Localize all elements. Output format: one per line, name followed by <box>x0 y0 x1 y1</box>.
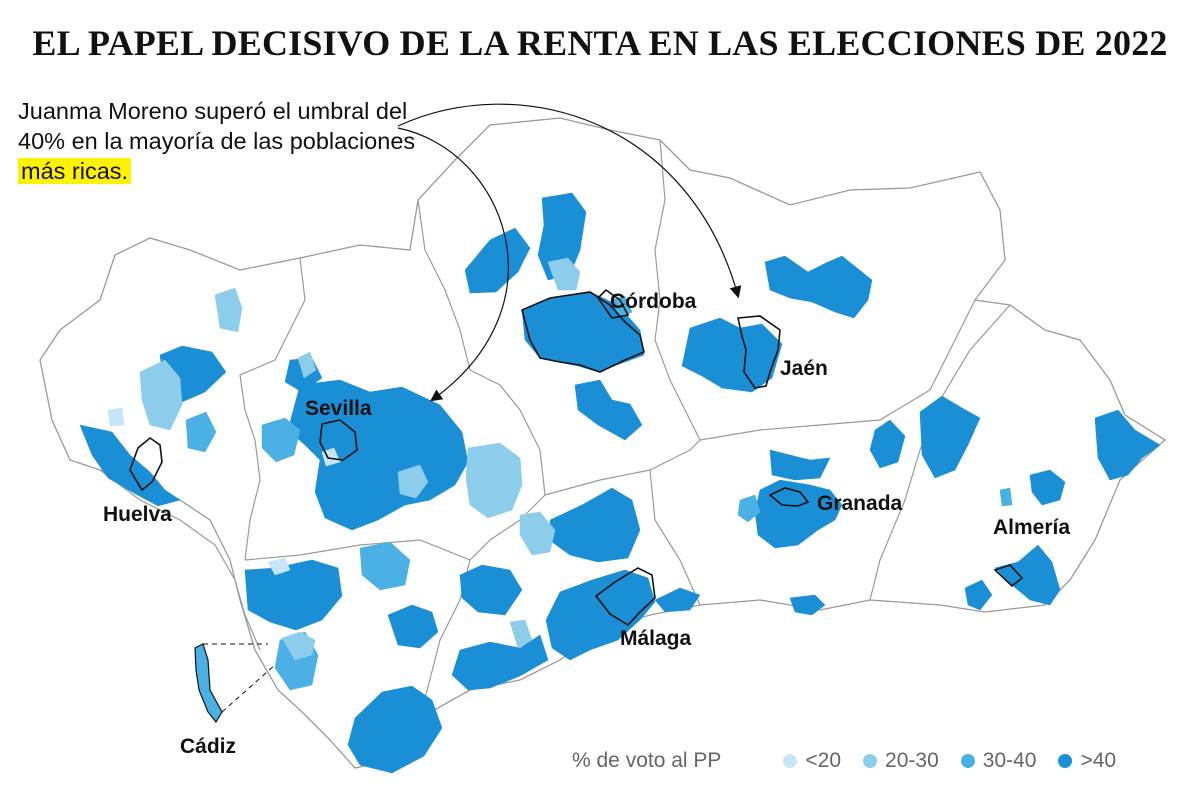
area-sevilla-vega <box>397 464 429 499</box>
border-sevilla-cadiz <box>244 539 471 719</box>
city-label-huelva: Huelva <box>103 503 172 526</box>
outline-jaen <box>737 315 781 389</box>
vote-under-20 <box>107 407 341 576</box>
border-sevilla-cordoba <box>417 199 546 496</box>
area-huelva-coast <box>79 424 181 507</box>
area-cadiz-north <box>244 559 343 631</box>
area-granada-north <box>769 449 831 481</box>
area-malaga-capital-region <box>545 569 656 661</box>
legend-swatch-30-40 <box>960 754 975 768</box>
annotation-arrow-to-jaen <box>397 103 742 299</box>
legend-swatch-20-30 <box>863 754 878 768</box>
area-granada-west <box>737 494 761 523</box>
area-malaga-west <box>459 564 523 616</box>
legend-item-30-40: 30-40 <box>960 749 1037 773</box>
area-sevilla-east <box>465 442 523 519</box>
area-almeria-interior <box>1029 469 1066 506</box>
city-label-jaen: Jaén <box>780 357 828 380</box>
map-title: EL PAPEL DECISIVO DE LA RENTA EN LAS ELE… <box>32 23 1168 63</box>
inset-leader-bottom <box>221 663 277 713</box>
legend-swatch-over-40 <box>1058 754 1073 768</box>
area-almeria-northeast <box>1094 409 1161 481</box>
area-granada-capital-region <box>754 479 843 549</box>
area-almeria-north <box>999 487 1013 507</box>
province-borders <box>239 139 1011 719</box>
annotation-highlight: más ricas. <box>18 158 132 184</box>
city-label-granada: Granada <box>817 492 903 515</box>
area-almeria-capital-region <box>994 544 1061 606</box>
border-jaen-granada <box>699 299 976 441</box>
border-sevilla-malaga <box>469 494 546 561</box>
outline-almeria <box>993 564 1024 588</box>
area-sevilla-sierra-sur <box>359 541 411 591</box>
area-granada-northeast <box>869 419 906 469</box>
annotation-arrow-to-sevilla <box>397 127 509 402</box>
area-sevilla-main <box>287 379 469 531</box>
legend-item-over-40: >40 <box>1058 749 1116 773</box>
area-jaen-west <box>681 317 783 393</box>
coastline <box>99 469 261 651</box>
area-sevilla-small <box>321 447 341 467</box>
city-label-almeria: Almería <box>993 516 1070 539</box>
legend-label-under-20: <20 <box>805 749 842 772</box>
outline-granada <box>768 487 810 507</box>
area-cadiz-south <box>347 685 443 774</box>
area-jaen-north <box>764 255 873 319</box>
vote-over-40 <box>79 192 1161 774</box>
area-huelva-sierra <box>214 287 243 333</box>
outline-cordoba <box>521 291 645 373</box>
legend-title: % de voto al PP <box>572 749 722 772</box>
area-sevilla-aljarafe <box>261 417 301 463</box>
border-cordoba-jaen <box>654 139 701 441</box>
cadiz-island-shape <box>194 643 223 724</box>
area-jaen-south <box>789 594 826 616</box>
area-cordoba-campina <box>547 257 581 291</box>
border-huelva-sevilla <box>239 257 306 561</box>
annotation-main-text: Juanma Moreno superó el umbral del 40% e… <box>18 98 416 154</box>
legend-label-over-40: >40 <box>1080 749 1117 772</box>
annotation-text: Juanma Moreno superó el umbral del 40% e… <box>18 96 438 186</box>
legend: % de voto al PP <20 20-30 30-40 >40 <box>572 747 1116 775</box>
border-malaga-granada <box>649 469 701 606</box>
legend-swatch-under-20 <box>783 754 798 768</box>
area-malaga-antequera <box>519 511 556 556</box>
area-cadiz-bay <box>281 631 316 661</box>
legend-item-under-20: <20 <box>783 749 841 773</box>
area-south-cordoba <box>574 379 643 441</box>
outline-sevilla <box>319 419 358 461</box>
area-sevilla-norte <box>297 351 317 379</box>
area-malaga-ronda <box>509 619 533 649</box>
city-label-malaga: Málaga <box>620 627 692 650</box>
area-cadiz-jerez-small <box>267 557 291 576</box>
capital-outlines <box>129 288 1024 627</box>
area-granada-east <box>919 395 981 479</box>
outline-huelva <box>129 436 163 492</box>
area-west-cordoba <box>464 227 531 294</box>
vote-20-30 <box>139 257 581 661</box>
city-label-sevilla: Sevilla <box>305 397 372 420</box>
outline-cordoba-north <box>596 288 630 319</box>
area-huelva-andevalo <box>139 359 183 431</box>
legend-label-30-40: 30-40 <box>982 749 1037 772</box>
legend-item-20-30: 20-30 <box>863 749 939 773</box>
area-cadiz-sierra <box>387 604 439 649</box>
city-label-cordoba: Córdoba <box>610 290 697 313</box>
area-huelva-interior <box>185 411 217 453</box>
area-almeria-west <box>964 579 993 611</box>
border-granada-almeria <box>869 304 1011 601</box>
area-malaga-east <box>654 587 701 613</box>
cadiz-inset <box>194 643 277 724</box>
area-huelva-small <box>107 407 125 427</box>
area-malaga-interior <box>549 487 641 563</box>
area-malaga-coast-west <box>451 634 549 691</box>
outline-malaga <box>594 567 656 627</box>
city-label-cadiz: Cádiz <box>180 735 236 758</box>
legend-label-20-30: 20-30 <box>885 749 939 772</box>
